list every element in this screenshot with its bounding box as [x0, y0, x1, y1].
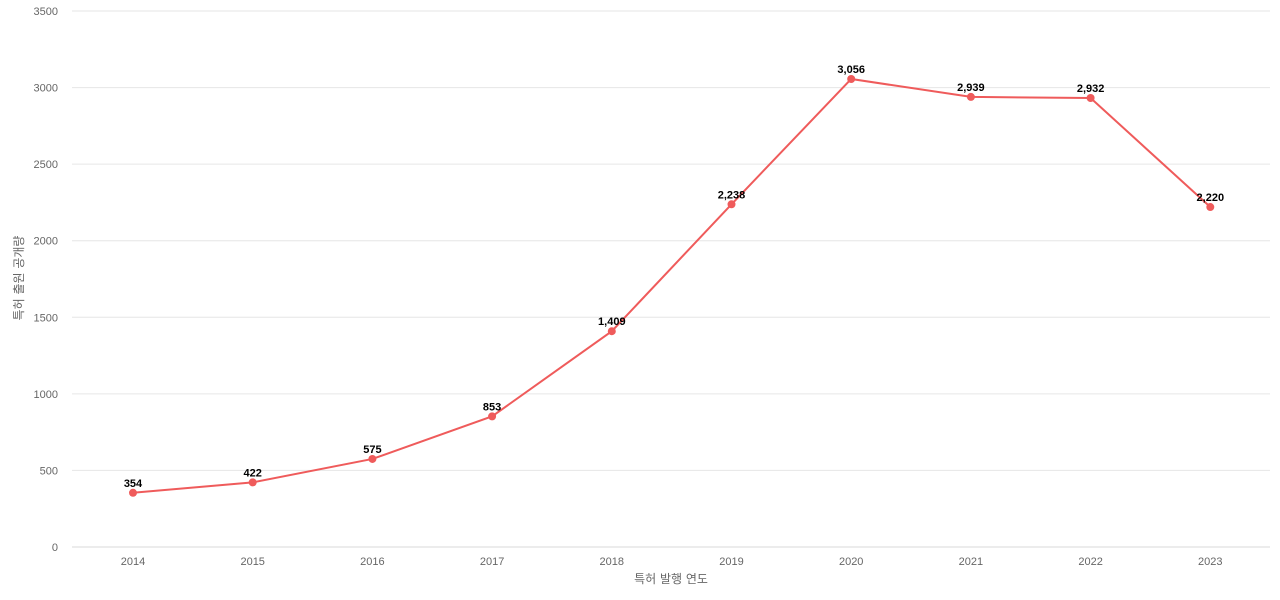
data-label: 422 [244, 467, 262, 479]
data-point [966, 92, 975, 101]
y-tick-label: 0 [52, 542, 58, 554]
y-tick-label: 1000 [34, 389, 58, 401]
data-point [727, 200, 736, 209]
y-tick-label: 2000 [34, 236, 58, 248]
y-tick-label: 1500 [34, 312, 58, 324]
data-label: 2,238 [718, 189, 746, 201]
data-point [248, 478, 257, 487]
data-label: 2,939 [957, 82, 985, 94]
data-label: 2,932 [1077, 83, 1105, 95]
data-label: 354 [124, 478, 143, 490]
y-axis-title: 특허 출원 공개량 [12, 236, 26, 321]
y-tick-label: 3500 [34, 6, 58, 18]
x-tick-label: 2022 [1078, 556, 1102, 568]
data-points [129, 74, 1215, 497]
x-axis-title: 특허 발행 연도 [634, 571, 708, 586]
x-tick-label: 2016 [360, 556, 384, 568]
grid-lines [72, 10, 1270, 471]
x-tick-label: 2023 [1198, 556, 1222, 568]
data-label: 853 [483, 401, 501, 413]
data-label: 2,220 [1197, 192, 1225, 204]
series-line [132, 77, 1211, 494]
data-point [1086, 93, 1095, 102]
data-labels: 354 422 575 853 1,409 2,238 3,056 2,939 2,932 2,2… [124, 64, 1224, 490]
x-axis-ticks: 2014 2015 2016 2017 2018 2019 2020 2021 2022 2023 [121, 556, 1223, 568]
data-point [1206, 203, 1215, 212]
y-tick-label: 2500 [34, 159, 58, 171]
data-point [607, 327, 616, 336]
y-tick-label: 3000 [34, 83, 58, 95]
x-tick-label: 2014 [121, 556, 145, 568]
data-point [368, 454, 377, 463]
data-point [847, 74, 856, 83]
x-tick-label: 2019 [719, 556, 743, 568]
data-label: 1,409 [598, 316, 626, 328]
data-point [488, 412, 497, 421]
x-tick-label: 2021 [959, 556, 983, 568]
x-tick-label: 2020 [839, 556, 863, 568]
y-tick-label: 500 [40, 465, 58, 477]
data-label: 575 [363, 444, 381, 456]
y-axis-ticks: 0 500 1000 1500 2000 2500 3000 3500 [34, 6, 58, 554]
data-point [129, 488, 137, 497]
x-tick-label: 2018 [600, 556, 624, 568]
x-tick-label: 2017 [480, 556, 504, 568]
x-tick-label: 2015 [240, 556, 264, 568]
data-label: 3,056 [837, 64, 865, 76]
